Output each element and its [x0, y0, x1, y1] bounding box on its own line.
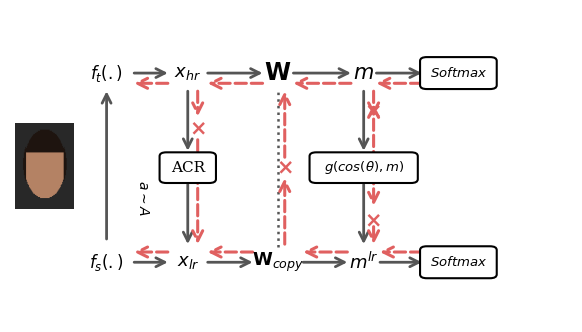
- Text: $m^{lr}$: $m^{lr}$: [349, 252, 378, 273]
- Text: $\mathbf{W}_{copy}$: $\mathbf{W}_{copy}$: [252, 251, 304, 274]
- FancyBboxPatch shape: [420, 246, 497, 278]
- Text: ×: ×: [189, 118, 207, 138]
- Text: $m$: $m$: [353, 63, 374, 83]
- FancyBboxPatch shape: [420, 57, 497, 89]
- Text: $a \sim A$: $a \sim A$: [136, 180, 150, 216]
- Text: $f_t(.)$: $f_t(.)$: [90, 62, 123, 84]
- Text: ×: ×: [276, 158, 293, 178]
- Text: ACR: ACR: [171, 161, 205, 175]
- Text: $x_{lr}$: $x_{lr}$: [176, 253, 199, 271]
- Text: ×: ×: [365, 210, 382, 230]
- FancyBboxPatch shape: [159, 152, 216, 183]
- FancyBboxPatch shape: [310, 152, 418, 183]
- Text: $x_{hr}$: $x_{hr}$: [174, 64, 201, 82]
- Text: $\mathit{Softmax}$: $\mathit{Softmax}$: [430, 255, 487, 269]
- Text: $f_s(.)$: $f_s(.)$: [89, 252, 124, 273]
- Text: $\mathit{Softmax}$: $\mathit{Softmax}$: [430, 66, 487, 80]
- Text: $g(cos(\theta),m)$: $g(cos(\theta),m)$: [324, 159, 404, 176]
- Text: $\mathbf{W}$: $\mathbf{W}$: [264, 61, 292, 85]
- Text: ×: ×: [365, 101, 382, 122]
